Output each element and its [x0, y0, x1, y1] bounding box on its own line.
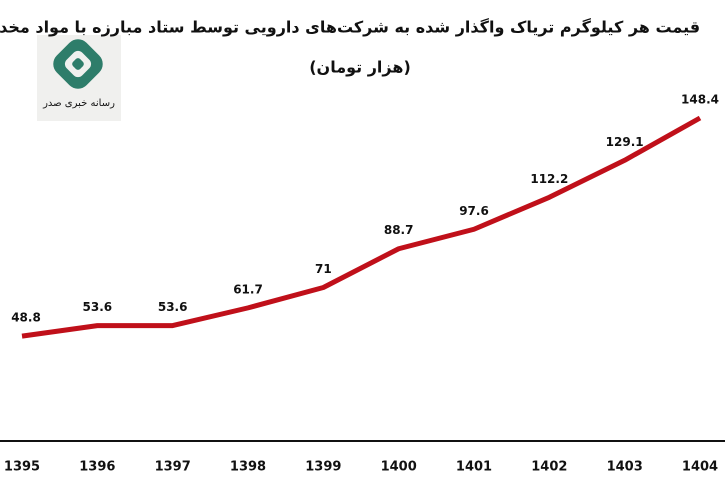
x-tick-label: 1397	[155, 460, 191, 475]
chart-subtitle: (هزار تومان)	[309, 58, 411, 77]
x-tick-label: 1401	[456, 460, 492, 475]
x-tick-label: 1398	[230, 460, 266, 475]
chart-title: قیمت هر کیلوگرم تریاک واگذار شده به شرکت…	[0, 18, 700, 37]
x-tick-label: 1400	[381, 460, 417, 475]
x-tick-label: 1402	[531, 460, 567, 475]
x-tick-label: 1396	[79, 460, 115, 475]
data-label: 53.6	[83, 300, 113, 314]
x-tick-label: 1403	[607, 460, 643, 475]
data-label: 88.7	[384, 223, 414, 237]
line	[21, 115, 702, 339]
data-label: 129.1	[606, 135, 644, 149]
logo-icon-core	[72, 58, 84, 70]
x-tick-label: 1395	[4, 460, 40, 475]
data-label: 61.7	[233, 282, 263, 296]
x-tick-label: 1404	[682, 460, 718, 475]
data-label: 48.8	[11, 311, 41, 325]
data-label: 71	[315, 262, 332, 276]
logo: رسانه خبری صدر	[37, 35, 121, 121]
data-label: 112.2	[530, 172, 568, 186]
logo-text: رسانه خبری صدر	[42, 98, 115, 109]
data-label: 97.6	[459, 204, 489, 218]
data-label: 148.4	[681, 93, 719, 107]
data-label: 53.6	[158, 300, 188, 314]
x-tick-label: 1399	[305, 460, 341, 475]
